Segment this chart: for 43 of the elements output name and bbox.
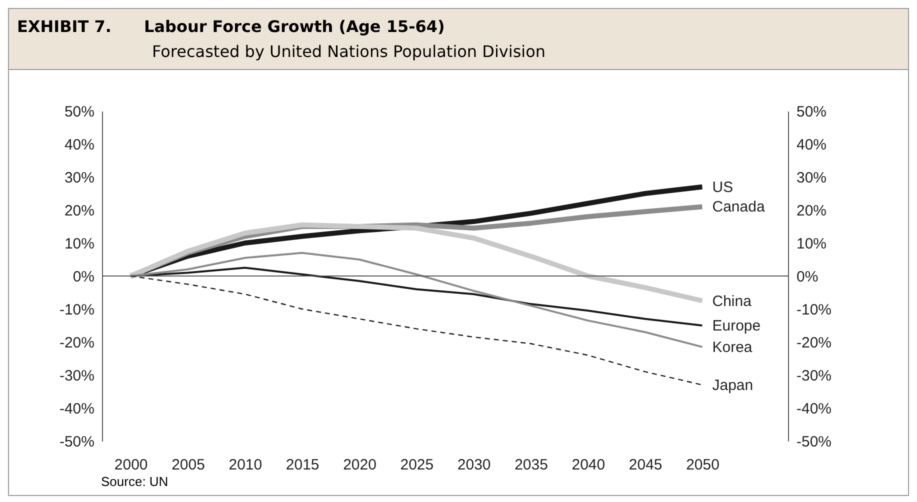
y2-tick-label: 0% (796, 268, 818, 286)
y2-tick-label: 40% (796, 136, 827, 154)
source-note: Source: UN (101, 474, 168, 489)
x-tick-label: 2025 (400, 456, 434, 474)
text: EXHIBIT 7. (17, 17, 112, 36)
series-label: Canada (712, 198, 766, 216)
series-label: China (712, 292, 752, 310)
series-label: Europe (712, 318, 761, 334)
chart-subtitle: Forecasted by United Nations Population Division (152, 42, 546, 61)
y-tick-label: 50% (64, 104, 94, 120)
x-tick-label: 2005 (172, 456, 205, 474)
y2-tick-label: -40% (796, 400, 832, 418)
x-tick-label: 2035 (514, 456, 548, 474)
y-tick-label: 30% (64, 170, 94, 186)
y-tick-label: 20% (64, 202, 94, 220)
y2-tick-label: -10% (796, 302, 832, 318)
y-tick-label: 10% (64, 236, 94, 252)
y-tick-label: 40% (64, 136, 94, 154)
y-tick-label: -50% (59, 434, 94, 450)
y-tick-label: -20% (59, 334, 94, 352)
x-tick-label: 2015 (286, 456, 320, 474)
x-tick-label: 2050 (686, 456, 720, 474)
x-tick-label: 2000 (114, 456, 148, 474)
series-label: Japan (712, 376, 754, 394)
y-tick-label: -30% (59, 368, 94, 384)
y2-tick-label: 50% (796, 104, 827, 120)
y2-tick-label: 30% (796, 170, 827, 186)
series-label: Korea (712, 338, 753, 356)
x-tick-label: 2030 (457, 456, 491, 474)
chart-title: Labour Force Growth (Age 15-64) (144, 17, 445, 36)
y2-tick-label: 20% (796, 202, 827, 220)
y2-tick-label: -50% (796, 434, 832, 450)
x-tick-label: 2020 (343, 456, 376, 474)
y2-tick-label: 10% (796, 236, 827, 252)
y-tick-label: -10% (59, 302, 94, 318)
y-tick-label: -40% (59, 400, 94, 418)
series-label: US (712, 178, 734, 196)
y-tick-label: 0% (72, 268, 94, 286)
x-tick-label: 2045 (628, 456, 662, 474)
y2-tick-label: -20% (796, 334, 832, 352)
x-tick-label: 2010 (228, 456, 262, 474)
x-tick-label: 2040 (572, 456, 606, 474)
y2-tick-label: -30% (796, 368, 832, 384)
